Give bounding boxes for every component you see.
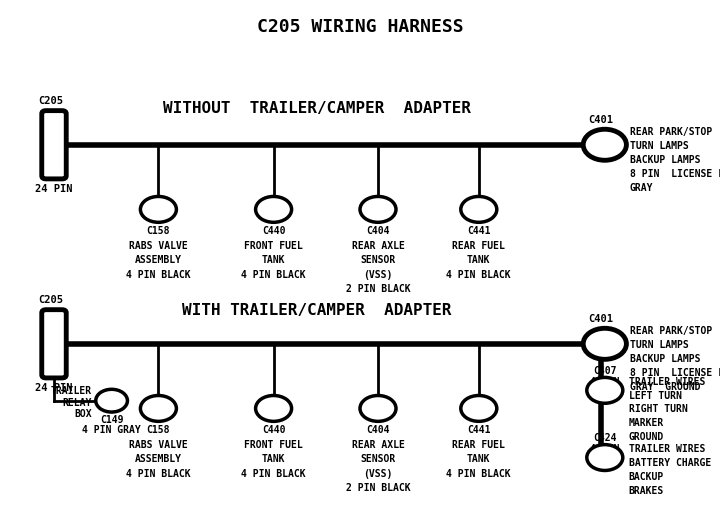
- Text: FRONT FUEL: FRONT FUEL: [244, 440, 303, 450]
- Text: 4 PIN BLACK: 4 PIN BLACK: [241, 270, 306, 280]
- Text: REAR PARK/STOP: REAR PARK/STOP: [630, 127, 712, 137]
- Text: C205 WIRING HARNESS: C205 WIRING HARNESS: [257, 18, 463, 36]
- Circle shape: [583, 328, 626, 359]
- Text: REAR AXLE: REAR AXLE: [351, 241, 405, 251]
- Text: C440: C440: [262, 425, 285, 435]
- Text: TURN LAMPS: TURN LAMPS: [630, 141, 689, 151]
- Text: WITHOUT  TRAILER/CAMPER  ADAPTER: WITHOUT TRAILER/CAMPER ADAPTER: [163, 101, 471, 116]
- Text: WITH TRAILER/CAMPER  ADAPTER: WITH TRAILER/CAMPER ADAPTER: [182, 302, 451, 318]
- Text: BACKUP LAMPS: BACKUP LAMPS: [630, 155, 701, 165]
- Text: 4 PIN BLACK: 4 PIN BLACK: [446, 469, 511, 479]
- Text: TANK: TANK: [262, 454, 285, 464]
- Text: BLACK: BLACK: [590, 389, 619, 399]
- Text: REAR FUEL: REAR FUEL: [452, 440, 505, 450]
- Text: 4 PIN: 4 PIN: [590, 377, 619, 387]
- Text: 24 PIN: 24 PIN: [35, 383, 73, 392]
- Text: BACKUP LAMPS: BACKUP LAMPS: [630, 354, 701, 364]
- Text: BOX: BOX: [75, 409, 92, 419]
- Text: REAR FUEL: REAR FUEL: [452, 241, 505, 251]
- Text: LEFT TURN: LEFT TURN: [629, 390, 681, 401]
- Text: RABS VALVE: RABS VALVE: [129, 241, 188, 251]
- Circle shape: [96, 389, 127, 412]
- Circle shape: [360, 396, 396, 421]
- Text: (VSS): (VSS): [364, 270, 392, 280]
- Text: C205: C205: [38, 96, 63, 106]
- Text: 4 PIN BLACK: 4 PIN BLACK: [446, 270, 511, 280]
- Text: GRAY  GROUND: GRAY GROUND: [630, 382, 701, 392]
- Text: C404: C404: [366, 425, 390, 435]
- Text: FRONT FUEL: FRONT FUEL: [244, 241, 303, 251]
- Text: REAR PARK/STOP: REAR PARK/STOP: [630, 326, 712, 336]
- Text: 4 PIN BLACK: 4 PIN BLACK: [241, 469, 306, 479]
- Text: 4 PIN: 4 PIN: [590, 445, 619, 454]
- Text: SENSOR: SENSOR: [361, 255, 395, 265]
- Circle shape: [140, 196, 176, 222]
- Circle shape: [360, 196, 396, 222]
- Text: 8 PIN  LICENSE LAMPS: 8 PIN LICENSE LAMPS: [630, 368, 720, 378]
- Circle shape: [587, 445, 623, 470]
- Text: TANK: TANK: [467, 255, 490, 265]
- Text: C158: C158: [147, 226, 170, 236]
- Text: C401: C401: [589, 115, 613, 125]
- Text: C407: C407: [593, 366, 616, 376]
- Text: C441: C441: [467, 425, 490, 435]
- Text: SENSOR: SENSOR: [361, 454, 395, 464]
- Text: C424: C424: [593, 433, 616, 443]
- Circle shape: [461, 396, 497, 421]
- Text: 8 PIN  LICENSE LAMPS: 8 PIN LICENSE LAMPS: [630, 169, 720, 179]
- Text: GRAY: GRAY: [630, 183, 654, 193]
- FancyBboxPatch shape: [42, 310, 66, 378]
- Text: 4 PIN BLACK: 4 PIN BLACK: [126, 270, 191, 280]
- Text: REAR AXLE: REAR AXLE: [351, 440, 405, 450]
- Circle shape: [256, 396, 292, 421]
- Text: BACKUP: BACKUP: [629, 472, 664, 482]
- Circle shape: [140, 396, 176, 421]
- Text: (VSS): (VSS): [364, 469, 392, 479]
- Text: GRAY: GRAY: [593, 456, 616, 466]
- Text: TRAILER: TRAILER: [51, 386, 92, 397]
- Text: C401: C401: [589, 314, 613, 324]
- Text: BRAKES: BRAKES: [629, 485, 664, 496]
- Text: 4 PIN GRAY: 4 PIN GRAY: [82, 425, 141, 435]
- Text: C441: C441: [467, 226, 490, 236]
- Text: TANK: TANK: [262, 255, 285, 265]
- Text: C440: C440: [262, 226, 285, 236]
- Text: ASSEMBLY: ASSEMBLY: [135, 255, 182, 265]
- Text: 24 PIN: 24 PIN: [35, 184, 73, 193]
- Circle shape: [461, 196, 497, 222]
- Text: GROUND: GROUND: [629, 432, 664, 443]
- Text: C205: C205: [38, 295, 63, 305]
- Text: TURN LAMPS: TURN LAMPS: [630, 340, 689, 350]
- Text: 4 PIN BLACK: 4 PIN BLACK: [126, 469, 191, 479]
- Text: RELAY: RELAY: [63, 398, 92, 408]
- Text: RABS VALVE: RABS VALVE: [129, 440, 188, 450]
- Text: TANK: TANK: [467, 454, 490, 464]
- FancyBboxPatch shape: [42, 111, 66, 179]
- Text: TRAILER WIRES: TRAILER WIRES: [629, 376, 705, 387]
- Text: C158: C158: [147, 425, 170, 435]
- Text: C404: C404: [366, 226, 390, 236]
- Text: ASSEMBLY: ASSEMBLY: [135, 454, 182, 464]
- Text: MARKER: MARKER: [629, 418, 664, 429]
- Circle shape: [583, 129, 626, 160]
- Text: BATTERY CHARGE: BATTERY CHARGE: [629, 458, 711, 468]
- Circle shape: [256, 196, 292, 222]
- Text: 2 PIN BLACK: 2 PIN BLACK: [346, 284, 410, 294]
- Text: 2 PIN BLACK: 2 PIN BLACK: [346, 483, 410, 493]
- Circle shape: [587, 377, 623, 403]
- Text: RIGHT TURN: RIGHT TURN: [629, 404, 688, 415]
- Text: C149: C149: [100, 415, 123, 424]
- Text: TRAILER WIRES: TRAILER WIRES: [629, 444, 705, 454]
